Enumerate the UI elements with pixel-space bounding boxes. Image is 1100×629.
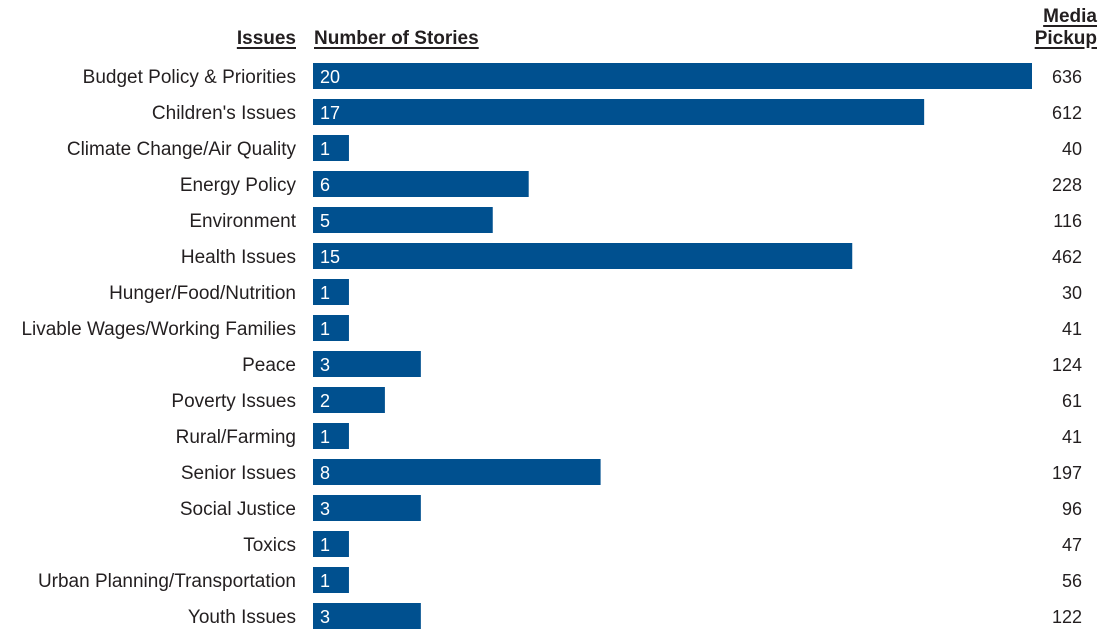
bar [313,351,421,377]
media-pickup-value: 40 [1062,139,1082,159]
media-pickup-value: 122 [1052,607,1082,627]
bar [313,171,529,197]
media-pickup-value: 197 [1052,463,1082,483]
stories-column-header: Number of Stories [314,28,479,49]
bar [313,603,421,629]
bar-value-label: 3 [320,499,330,519]
media-pickup-value: 636 [1052,67,1082,87]
category-label: Livable Wages/Working Families [21,319,296,340]
media-pickup-value: 56 [1062,571,1082,591]
category-label: Urban Planning/Transportation [38,571,296,592]
bar [313,531,349,557]
bar [313,387,385,413]
category-label: Health Issues [181,247,296,268]
media-pickup-value: 612 [1052,103,1082,123]
bar-value-label: 1 [320,571,330,591]
bar [313,135,349,161]
category-label: Social Justice [180,499,296,520]
category-label: Senior Issues [181,463,296,484]
category-label: Rural/Farming [176,427,296,448]
bar [313,459,601,485]
bar-value-label: 1 [320,283,330,303]
category-label: Poverty Issues [171,391,296,412]
bar-value-label: 6 [320,175,330,195]
bar-value-label: 20 [320,67,340,87]
bar-value-label: 5 [320,211,330,231]
bar [313,243,853,269]
media-pickup-value: 462 [1052,247,1082,267]
media-pickup-value: 96 [1062,499,1082,519]
media-pickup-value: 116 [1053,211,1082,231]
media-pickup-value: 41 [1062,427,1082,447]
bar-value-label: 17 [320,103,340,123]
bar [313,495,421,521]
bar-value-label: 1 [320,535,330,555]
bar [313,63,1032,89]
media-pickup-value: 47 [1062,535,1082,555]
media-header-line1: Media [1043,6,1097,27]
category-label: Children's Issues [152,103,296,124]
media-pickup-value: 61 [1062,391,1082,411]
media-header-line2: Pickup [1034,28,1097,49]
media-pickup-value: 228 [1052,175,1082,195]
bar [313,279,349,305]
category-label: Energy Policy [180,175,297,196]
category-label: Environment [189,211,296,232]
media-pickup-value: 124 [1052,355,1082,375]
category-label: Youth Issues [188,607,296,628]
issues-column-header: Issues [236,28,296,49]
bar-value-label: 15 [320,247,340,267]
category-label: Toxics [243,535,296,556]
bar [313,315,349,341]
bar [313,207,493,233]
bar-value-label: 3 [320,355,330,375]
bar [313,423,349,449]
bar-value-label: 1 [320,427,330,447]
bar-value-label: 1 [320,319,330,339]
bar [313,567,349,593]
media-pickup-value: 30 [1062,283,1082,303]
bar-value-label: 8 [320,463,330,483]
bar [313,99,925,125]
bar-value-label: 1 [320,139,330,159]
category-label: Budget Policy & Priorities [83,67,296,88]
media-pickup-value: 41 [1062,319,1082,339]
bar-value-label: 2 [320,391,330,411]
category-label: Climate Change/Air Quality [67,139,297,160]
category-label: Peace [242,355,296,376]
category-label: Hunger/Food/Nutrition [109,283,296,304]
bar-value-label: 3 [320,607,330,627]
media-pickup-column-header: Media Pickup [1007,6,1097,50]
